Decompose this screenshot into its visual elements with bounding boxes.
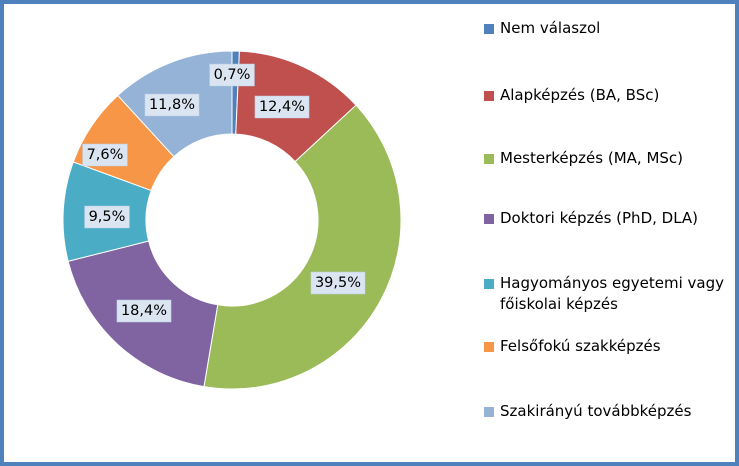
data-label-box	[310, 271, 366, 295]
legend-label: Doktori képzés (PhD, DLA)	[500, 209, 699, 227]
legend-label: Hagyományos egyetemi vagy főiskolai képz…	[500, 274, 724, 313]
chart-panel: 0,7% 12,4% 39,5% 18,4% 9,5% 7,6% 11,8% Nem vál…	[4, 4, 735, 462]
data-label-box	[254, 95, 310, 119]
data-label-text: 0,7%	[214, 67, 251, 83]
data-label-text: 12,4%	[259, 99, 305, 115]
data-label-box	[144, 93, 200, 117]
legend-label: Szakirányú továbbképzés	[500, 402, 692, 420]
legend-item-5: Hagyományos egyetemi vagy főiskolai képz…	[484, 273, 730, 315]
data-label-1: 0,7%	[209, 63, 255, 87]
data-label-text: 11,8%	[149, 97, 195, 113]
legend-swatch	[484, 154, 494, 164]
data-label-text: 7,6%	[87, 147, 124, 163]
legend-item-6: Felsőfokú szakképzés	[484, 336, 730, 357]
data-label-box	[116, 299, 172, 323]
legend-label: Felsőfokú szakképzés	[500, 337, 661, 355]
doughnut-chart: 0,7% 12,4% 39,5% 18,4% 9,5% 7,6% 11,8%	[62, 50, 402, 390]
legend-item-3: Mesterképzés (MA, MSc)	[484, 148, 730, 169]
legend-item-7: Szakirányú továbbképzés	[484, 401, 730, 422]
legend-swatch	[484, 24, 494, 34]
legend-label: Nem válaszol	[500, 19, 601, 37]
legend-swatch	[484, 91, 494, 101]
data-label-5: 9,5%	[84, 205, 130, 229]
slice-3	[203, 104, 402, 390]
legend-label: Alapképzés (BA, BSc)	[500, 86, 660, 104]
data-label-text: 39,5%	[315, 275, 361, 291]
data-label-3: 39,5%	[310, 271, 366, 295]
data-label-box	[84, 205, 130, 229]
data-label-text: 18,4%	[121, 303, 167, 319]
legend-item-4: Doktori képzés (PhD, DLA)	[484, 208, 730, 229]
data-label-7: 11,8%	[144, 93, 200, 117]
data-label-box	[82, 143, 128, 167]
data-label-text: 9,5%	[89, 209, 126, 225]
legend-swatch	[484, 214, 494, 224]
legend-label: Mesterképzés (MA, MSc)	[500, 149, 684, 167]
data-label-4: 18,4%	[116, 299, 172, 323]
legend-item-1: Nem válaszol	[484, 18, 730, 39]
legend-swatch	[484, 407, 494, 417]
data-label-box	[209, 63, 255, 87]
data-label-6: 7,6%	[82, 143, 128, 167]
legend-swatch	[484, 342, 494, 352]
data-label-2: 12,4%	[254, 95, 310, 119]
legend-item-2: Alapképzés (BA, BSc)	[484, 85, 730, 106]
legend-swatch	[484, 279, 494, 289]
